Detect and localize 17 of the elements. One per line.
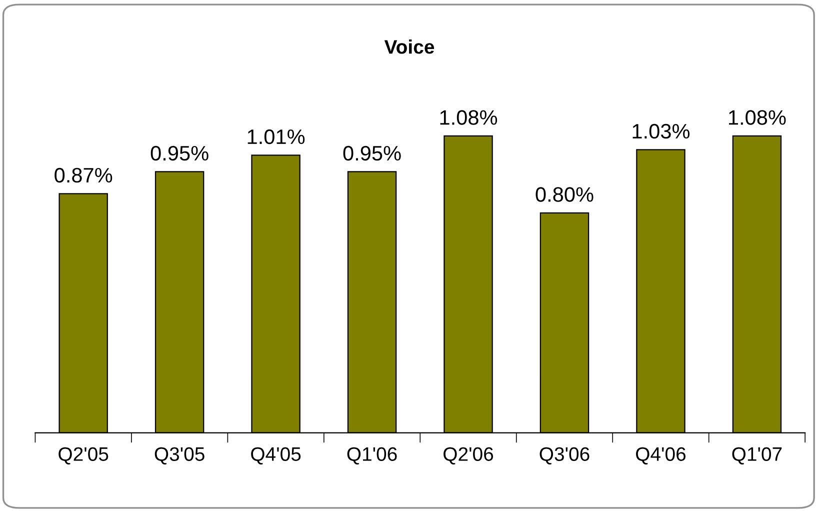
data-label: 1.01%: [248, 129, 305, 144]
data-label: 1.03%: [632, 124, 690, 139]
data-label: 1.08%: [440, 110, 498, 125]
x-tick-label: Q2'06: [444, 447, 494, 464]
x-tick-label: Q3'06: [540, 447, 590, 464]
data-label: 1.08%: [729, 110, 786, 125]
x-tick-label: Q1'06: [347, 447, 397, 464]
data-label: 0.80%: [536, 187, 594, 202]
x-tick-label: Q1'07: [732, 447, 782, 464]
x-tick-label: Q3'05: [154, 447, 204, 464]
data-label: 0.95%: [150, 146, 208, 161]
data-label: 0.87%: [54, 168, 112, 183]
x-tick-label: Q4'06: [636, 447, 686, 464]
x-tick-label: Q2'05: [58, 447, 108, 464]
chart-title: Voice: [384, 39, 434, 54]
data-label: 0.95%: [343, 146, 401, 161]
x-tick-label: Q4'05: [251, 447, 301, 464]
